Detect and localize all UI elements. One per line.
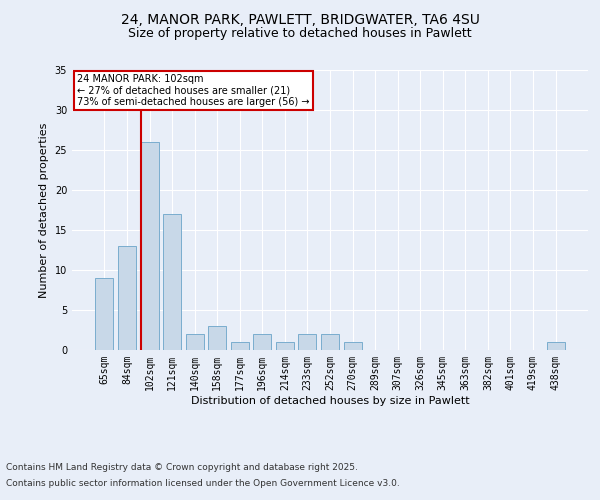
Text: Contains HM Land Registry data © Crown copyright and database right 2025.: Contains HM Land Registry data © Crown c… <box>6 464 358 472</box>
Bar <box>95 278 113 350</box>
Bar <box>163 214 181 350</box>
Bar <box>547 342 565 350</box>
Bar <box>344 342 362 350</box>
Bar <box>276 342 294 350</box>
Bar <box>231 342 249 350</box>
Bar <box>298 334 316 350</box>
Bar <box>253 334 271 350</box>
X-axis label: Distribution of detached houses by size in Pawlett: Distribution of detached houses by size … <box>191 396 469 406</box>
Bar <box>185 334 204 350</box>
Text: 24, MANOR PARK, PAWLETT, BRIDGWATER, TA6 4SU: 24, MANOR PARK, PAWLETT, BRIDGWATER, TA6… <box>121 12 479 26</box>
Y-axis label: Number of detached properties: Number of detached properties <box>39 122 49 298</box>
Bar <box>321 334 339 350</box>
Text: 24 MANOR PARK: 102sqm
← 27% of detached houses are smaller (21)
73% of semi-deta: 24 MANOR PARK: 102sqm ← 27% of detached … <box>77 74 310 108</box>
Bar <box>118 246 136 350</box>
Bar <box>208 326 226 350</box>
Text: Size of property relative to detached houses in Pawlett: Size of property relative to detached ho… <box>128 28 472 40</box>
Text: Contains public sector information licensed under the Open Government Licence v3: Contains public sector information licen… <box>6 478 400 488</box>
Bar <box>140 142 158 350</box>
